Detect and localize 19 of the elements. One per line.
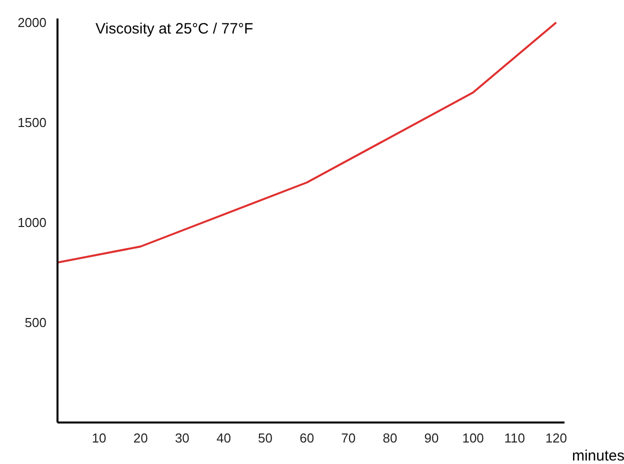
x-tick-label: 10 [92,430,106,446]
y-tick-label: 1000 [18,215,46,230]
x-axis-title: minutes [572,448,624,464]
x-tick-label: 40 [216,430,231,446]
x-tick-label: 20 [133,430,148,446]
x-tick-label: 80 [382,430,398,446]
x-tick-label: 60 [300,430,314,446]
x-tick-label: 70 [341,430,356,446]
chart-title: Viscosity at 25°C / 77°F [96,20,254,38]
line-series [58,22,558,264]
x-tick-label: 110 [504,430,526,446]
y-tick-label: 1500 [18,115,46,130]
y-tick-label: 500 [24,315,47,330]
x-tick-label: 30 [174,430,190,446]
y-tick-label: 2000 [18,15,46,30]
x-tick-label: 90 [424,430,439,446]
x-tick-label: 50 [258,430,273,446]
x-tick-label: 100 [462,430,484,446]
x-tick-label: 120 [545,430,568,446]
